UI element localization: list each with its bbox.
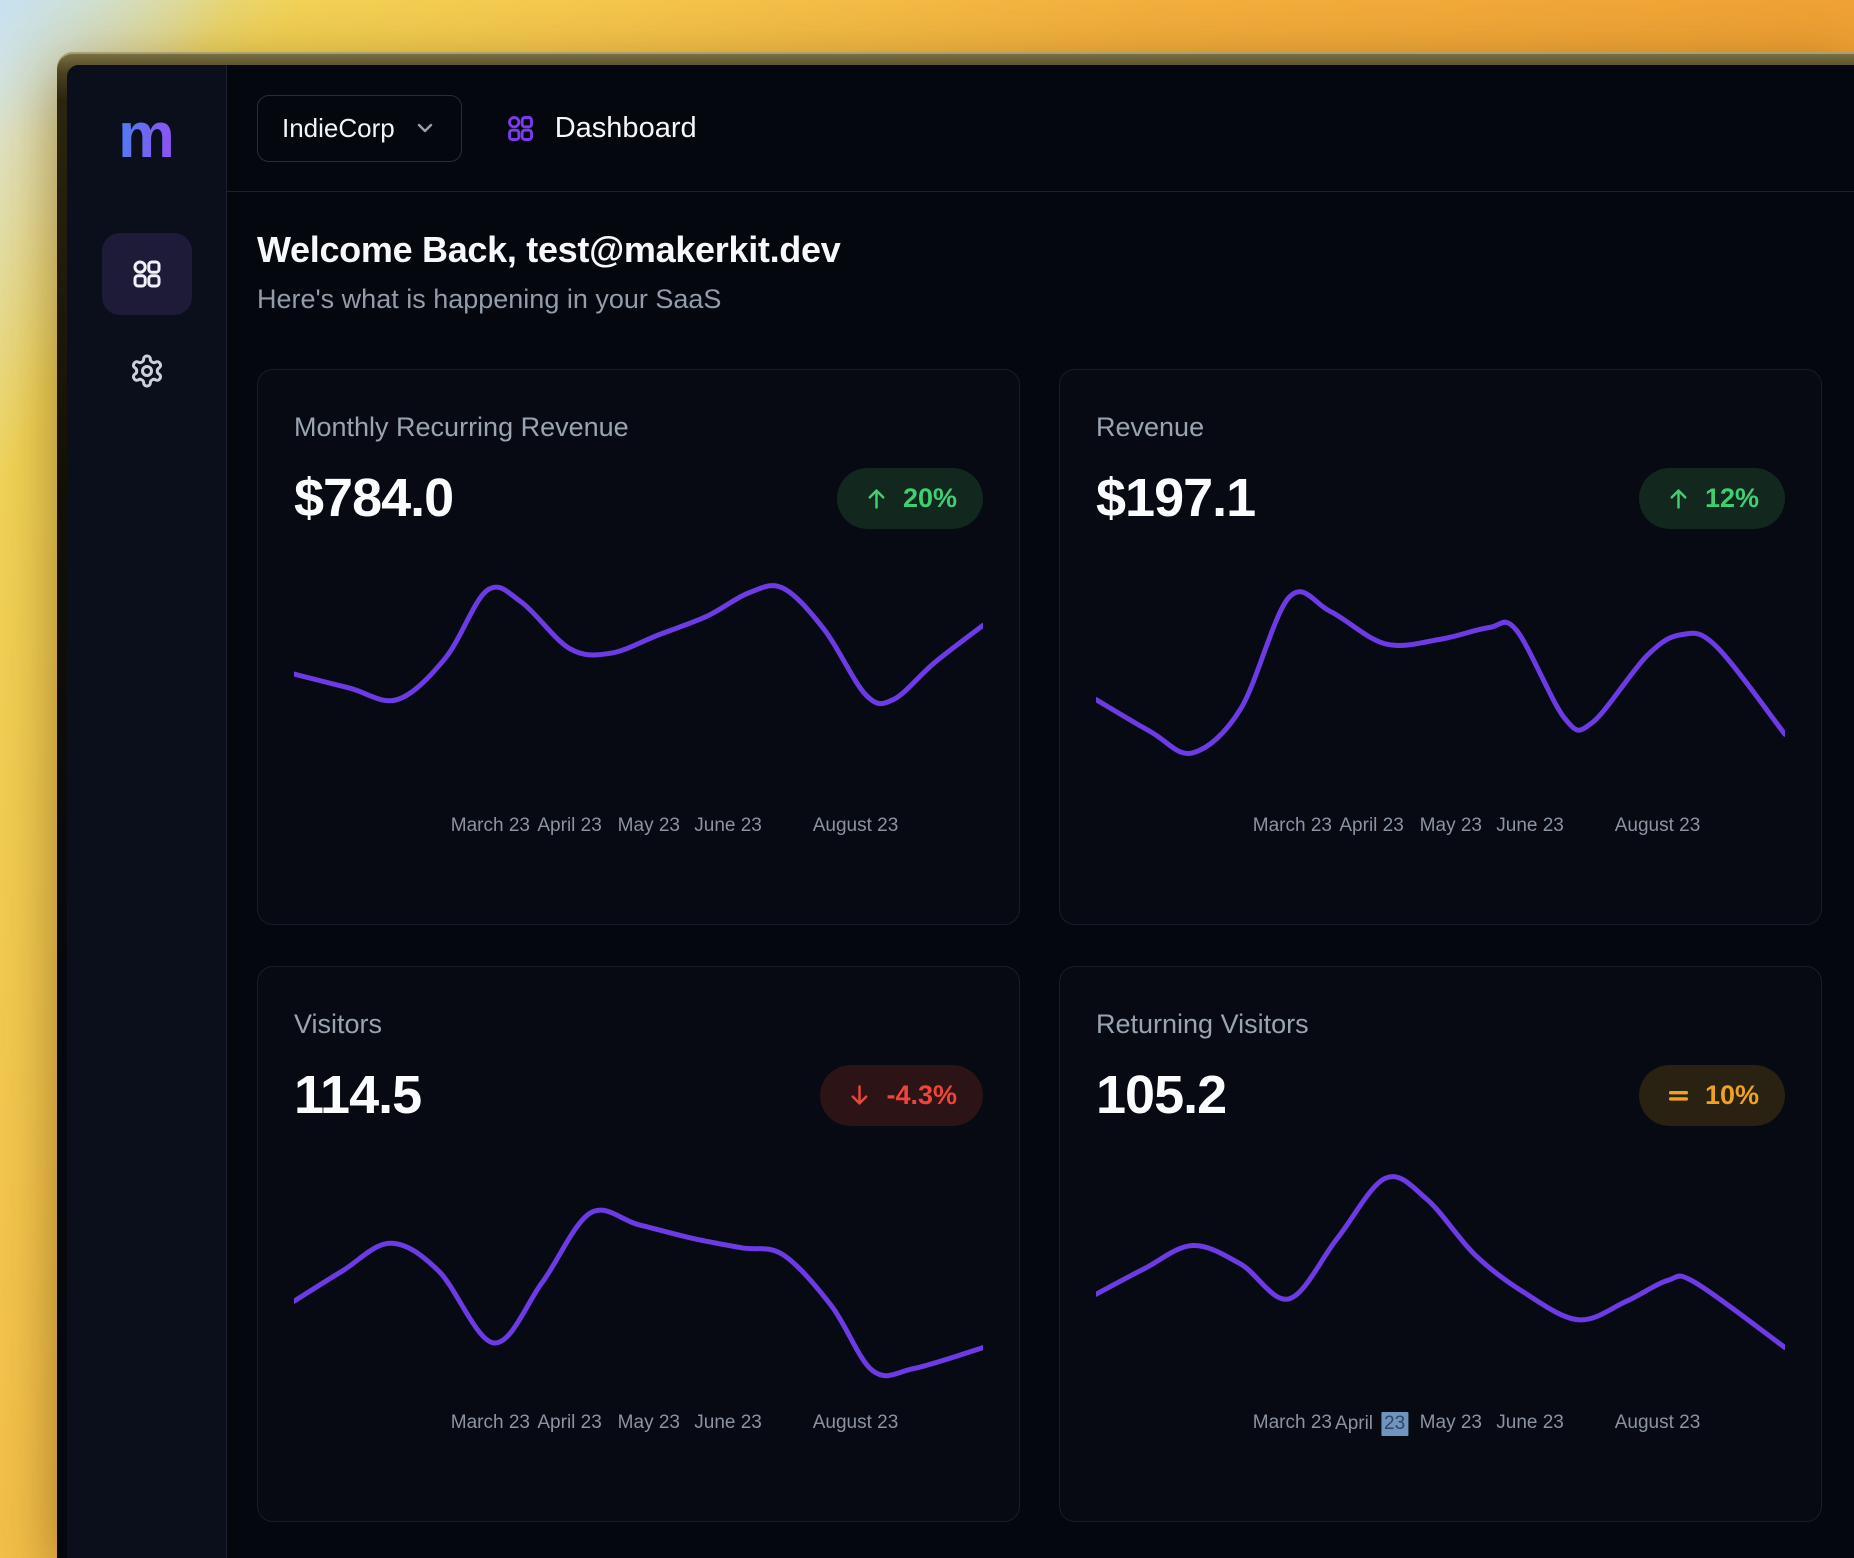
arrow-up-icon (863, 485, 890, 512)
x-axis-label: June 23 (1496, 815, 1564, 836)
sidebar-nav (101, 233, 192, 389)
x-axis-labels: March 23 April 23 May 23 June 23 August 2… (1096, 1410, 1785, 1438)
dashboard-content: Welcome Back, test@makerkit.dev Here's w… (227, 192, 1854, 1522)
welcome-subtitle: Here's what is happening in your SaaS (257, 284, 722, 314)
grid-icon (129, 256, 165, 292)
sidebar-item-dashboard[interactable] (101, 233, 192, 315)
x-axis-label: March 23 (450, 1412, 530, 1433)
value-row: 114.5 -4.3% (294, 1064, 983, 1126)
x-axis-label: April 23 (537, 815, 602, 836)
trend-value: -4.3% (886, 1079, 957, 1110)
value-row: $197.1 12% (1096, 467, 1785, 529)
welcome-title: Welcome Back, test@makerkit.dev (257, 229, 841, 270)
x-axis-label: June 23 (694, 1412, 762, 1433)
x-axis-label: May 23 (1419, 815, 1482, 836)
x-axis-label-text: April (1335, 1413, 1374, 1434)
gear-icon (129, 353, 165, 389)
arrow-up-icon (1665, 485, 1692, 512)
page-heading: Dashboard (504, 112, 697, 145)
x-axis-label: August 23 (1614, 1412, 1701, 1433)
trend-badge: 10% (1638, 1064, 1785, 1126)
value-row: $784.0 20% (294, 467, 983, 529)
trend-badge: 12% (1638, 467, 1785, 529)
x-axis-label: April 23 (1335, 1412, 1409, 1436)
selected-text-highlight: 23 (1381, 1412, 1409, 1436)
x-axis-label: March 23 (450, 815, 530, 836)
x-axis-labels: March 23 April 23 May 23 June 23 August … (294, 813, 983, 841)
page-title: Dashboard (554, 111, 697, 144)
top-header: IndieCorp (227, 65, 1854, 192)
sidebar: m (67, 65, 227, 1558)
card-returning-visitors: Returning Visitors 105.2 10% (1059, 966, 1822, 1522)
x-axis-label: August 23 (812, 815, 899, 836)
card-title: Returning Visitors (1096, 1009, 1309, 1039)
x-axis-labels: March 23 April 23 May 23 June 23 August … (1096, 813, 1785, 841)
app-content: m (67, 65, 1854, 1558)
card-title: Revenue (1096, 412, 1205, 442)
x-axis-label: March 23 (1252, 1412, 1332, 1433)
chevron-down-icon (413, 116, 437, 140)
workspace-name: IndieCorp (282, 112, 395, 143)
trend-value: 10% (1704, 1079, 1759, 1110)
x-axis-label: March 23 (1252, 815, 1332, 836)
trend-badge: 20% (836, 467, 983, 529)
x-axis-label: May 23 (1419, 1412, 1482, 1433)
trend-badge: -4.3% (820, 1064, 983, 1126)
workspace-selector-button[interactable]: IndieCorp (257, 94, 462, 162)
grid-icon (504, 112, 537, 145)
line-chart (294, 1152, 983, 1404)
card-monthly-recurring-revenue: Monthly Recurring Revenue $784.0 20% (257, 369, 1020, 925)
metric-value: $784.0 (294, 468, 454, 528)
card-visitors: Visitors 114.5 -4.3% (257, 966, 1020, 1522)
trend-value: 12% (1704, 482, 1759, 513)
trend-value: 20% (902, 482, 957, 513)
sidebar-item-settings[interactable] (129, 353, 165, 389)
x-axis-label: August 23 (812, 1412, 899, 1433)
metrics-grid: Monthly Recurring Revenue $784.0 20% (257, 369, 1822, 1522)
main-area: IndieCorp (227, 65, 1854, 1558)
arrow-down-icon (846, 1082, 873, 1109)
x-axis-label: May 23 (617, 1412, 680, 1433)
x-axis-label: August 23 (1614, 815, 1701, 836)
x-axis-label: June 23 (694, 815, 762, 836)
line-chart (1096, 555, 1785, 807)
card-revenue: Revenue $197.1 12% (1059, 369, 1822, 925)
value-row: 105.2 10% (1096, 1064, 1785, 1126)
card-title: Visitors (294, 1009, 383, 1039)
metric-value: $197.1 (1096, 468, 1256, 528)
x-axis-labels: March 23 April 23 May 23 June 23 August … (294, 1410, 983, 1438)
x-axis-label: April 23 (1339, 815, 1404, 836)
metric-value: 114.5 (294, 1065, 422, 1125)
card-title: Monthly Recurring Revenue (294, 412, 629, 442)
x-axis-label: June 23 (1496, 1412, 1564, 1433)
x-axis-label: April 23 (537, 1412, 602, 1433)
app-window: m (57, 52, 1854, 1558)
metric-value: 105.2 (1096, 1065, 1227, 1125)
line-chart (294, 555, 983, 807)
app-logo: m (118, 99, 175, 171)
line-chart (1096, 1152, 1785, 1404)
equals-icon (1665, 1082, 1692, 1109)
x-axis-label: May 23 (617, 815, 680, 836)
